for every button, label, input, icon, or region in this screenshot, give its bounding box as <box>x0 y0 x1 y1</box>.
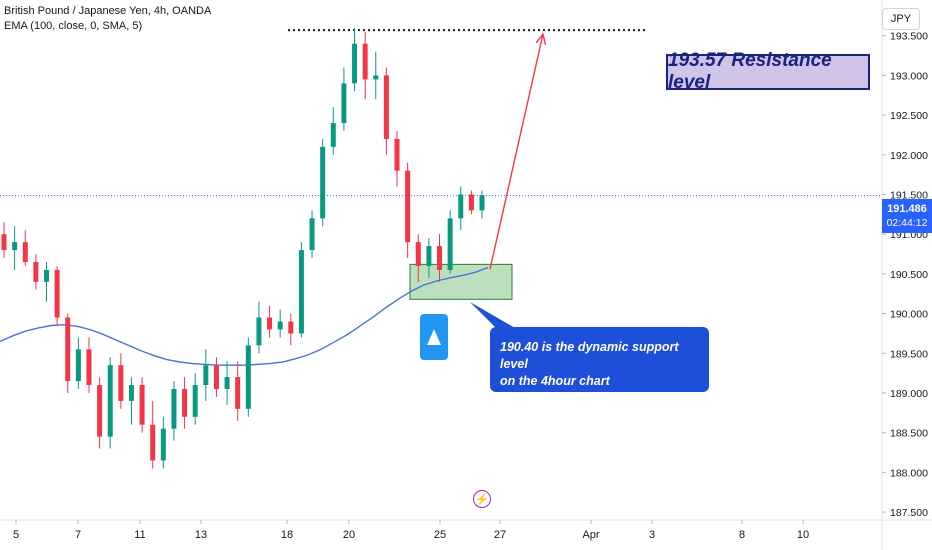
candle-body[interactable] <box>468 194 474 211</box>
candle-body[interactable] <box>405 170 411 243</box>
x-tick-label: 18 <box>281 529 293 541</box>
candle-body[interactable] <box>320 146 326 219</box>
candle-body[interactable] <box>267 317 273 330</box>
candle-body[interactable] <box>118 365 124 401</box>
candle-body[interactable] <box>330 123 336 147</box>
x-tick-label: 3 <box>649 529 655 541</box>
candle-body[interactable] <box>86 349 92 386</box>
indicator-label[interactable]: EMA (100, close, 0, SMA, 5) <box>4 20 143 32</box>
candle-body[interactable] <box>235 377 241 409</box>
candle-body[interactable] <box>1 234 7 251</box>
x-tick-label: 7 <box>75 529 81 541</box>
candle-body[interactable] <box>309 218 315 251</box>
ema-line <box>0 266 489 366</box>
y-tick-label: 193.500 <box>890 31 928 43</box>
last-price-value: 191.486 <box>887 203 927 215</box>
candle-body[interactable] <box>479 195 485 211</box>
bar-countdown: 02:44:12 <box>886 217 928 229</box>
candle-body[interactable] <box>12 242 18 251</box>
candle-body[interactable] <box>97 385 103 437</box>
x-tick-label: 8 <box>739 529 745 541</box>
y-tick-label: 187.500 <box>890 507 928 519</box>
y-tick-label: 188.500 <box>890 428 928 440</box>
chart-legend: British Pound / Japanese Yen, 4h, OANDA … <box>4 4 211 34</box>
candle-body[interactable] <box>192 385 198 417</box>
candle-body[interactable] <box>362 43 368 80</box>
x-tick-label: 20 <box>343 529 355 541</box>
x-tick-label: 5 <box>13 529 19 541</box>
candle-body[interactable] <box>373 75 379 80</box>
candle-body[interactable] <box>256 317 262 346</box>
y-tick-label: 192.500 <box>890 110 928 122</box>
candle-body[interactable] <box>182 389 188 417</box>
candle-body[interactable] <box>160 428 166 461</box>
candle-body[interactable] <box>22 242 28 262</box>
callout-pointer <box>470 302 522 332</box>
candle-body[interactable] <box>277 321 283 330</box>
y-tick-label: 189.500 <box>890 348 928 360</box>
last-price-tag: 191.486 02:44:12 <box>882 199 932 233</box>
x-tick-label: 13 <box>195 529 207 541</box>
candle-body[interactable] <box>415 242 421 266</box>
arrow-up-marker[interactable] <box>420 314 448 360</box>
candle-body[interactable] <box>298 250 304 334</box>
resistance-label-box[interactable]: 193.57 Resistance level <box>666 50 870 93</box>
candle-body[interactable] <box>171 389 177 429</box>
candle-body[interactable] <box>65 317 71 382</box>
candle-body[interactable] <box>426 246 432 266</box>
candle-body[interactable] <box>128 385 134 401</box>
currency-unit-button[interactable]: JPY <box>882 8 920 30</box>
projection-arrow-head <box>535 32 547 46</box>
candle-body[interactable] <box>224 377 230 390</box>
x-tick-label: 10 <box>797 529 809 541</box>
candle-body[interactable] <box>33 261 39 282</box>
x-tick-label: 27 <box>494 529 506 541</box>
candle-body[interactable] <box>447 218 453 270</box>
y-tick-label: 191.500 <box>890 190 928 202</box>
candle-body[interactable] <box>43 269 49 282</box>
candle-body[interactable] <box>139 385 145 425</box>
support-callout-line1: 190.40 is the dynamic support level <box>500 340 679 371</box>
candle-body[interactable] <box>107 365 113 437</box>
candle-body[interactable] <box>437 246 443 270</box>
y-tick-label: 188.000 <box>890 467 928 479</box>
x-tick-label: 11 <box>134 529 145 541</box>
resistance-label-text: 193.57 Resistance level <box>668 50 832 93</box>
candle-body[interactable] <box>150 424 156 461</box>
candle-body[interactable] <box>75 349 81 382</box>
candle-body[interactable] <box>394 138 400 171</box>
y-tick-label: 190.000 <box>890 309 928 321</box>
y-tick-label: 189.000 <box>890 388 928 400</box>
candle-body[interactable] <box>245 345 251 409</box>
y-tick-label: 192.000 <box>890 150 928 162</box>
projection-arrow[interactable] <box>489 33 544 270</box>
x-tick-label: Apr <box>582 529 599 541</box>
symbol-title[interactable]: British Pound / Japanese Yen, 4h, OANDA <box>4 5 212 17</box>
candle-body[interactable] <box>213 365 219 390</box>
y-tick-label: 190.500 <box>890 269 928 281</box>
candle-body[interactable] <box>203 365 209 386</box>
arrow-up-icon <box>427 329 441 345</box>
y-tick-label: 193.000 <box>890 70 928 82</box>
candle-body[interactable] <box>383 75 389 139</box>
candle-body[interactable] <box>288 321 294 334</box>
x-tick-label: 25 <box>434 529 446 541</box>
support-zone[interactable] <box>409 263 513 300</box>
support-callout[interactable]: 190.40 is the dynamic support level on t… <box>490 327 709 392</box>
candle-body[interactable] <box>341 83 347 124</box>
candle-body[interactable] <box>54 269 60 318</box>
support-callout-line2: on the 4hour chart <box>500 374 610 388</box>
candle-body[interactable] <box>458 194 464 219</box>
candle-body[interactable] <box>352 43 358 84</box>
lightning-icon[interactable]: ⚡ <box>473 490 491 508</box>
